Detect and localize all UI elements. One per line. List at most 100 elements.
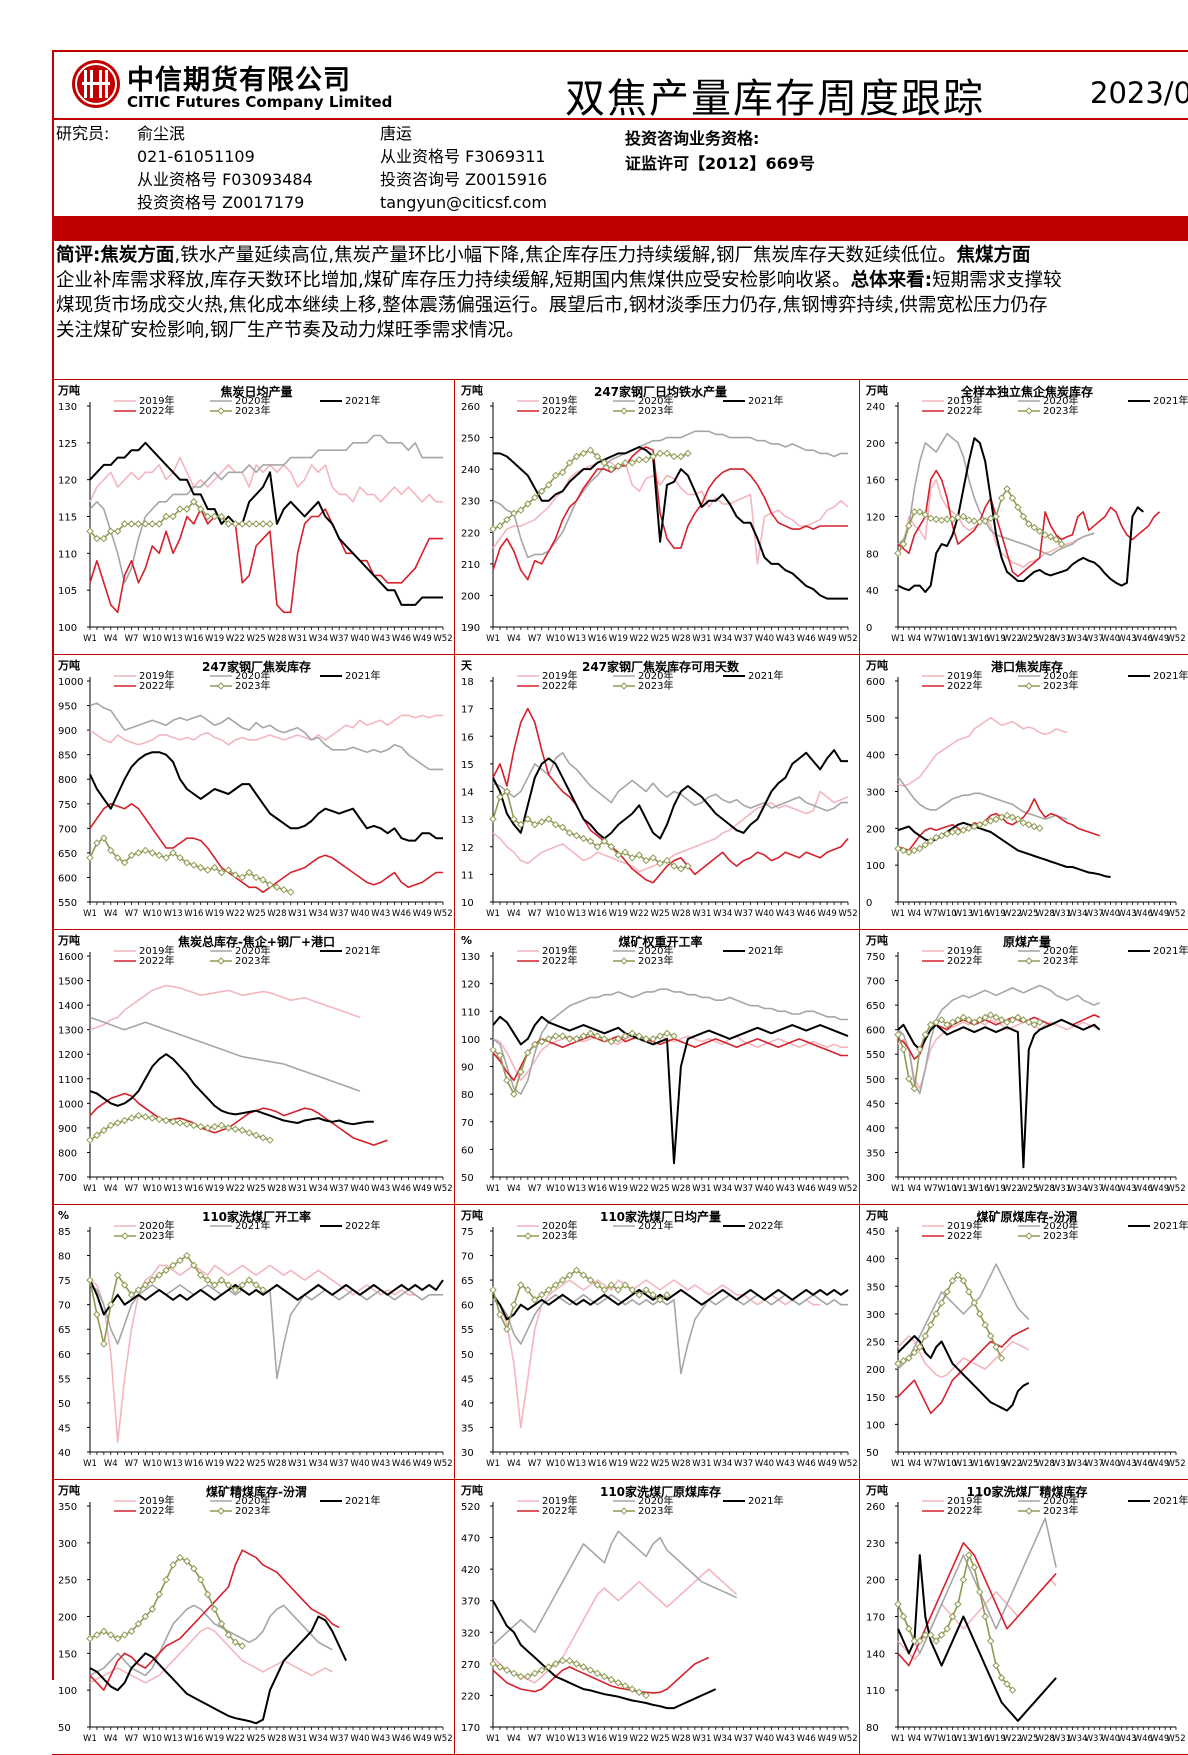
data-point bbox=[197, 505, 205, 513]
x-tick-label: W13 bbox=[163, 1184, 182, 1194]
data-point bbox=[954, 1600, 962, 1608]
data-point bbox=[107, 846, 115, 855]
data-point bbox=[628, 1286, 636, 1294]
x-tick-label: W43 bbox=[371, 909, 390, 919]
y-tick-label: 250 bbox=[461, 434, 480, 445]
data-point bbox=[1052, 535, 1060, 544]
data-point bbox=[965, 1551, 973, 1559]
researcher-2-email[interactable]: tangyun@citicsf.com bbox=[380, 193, 547, 212]
x-tick-label: W10 bbox=[143, 1459, 162, 1469]
x-tick-label: W25 bbox=[247, 909, 266, 919]
chart-svg: 万吨 110家洗煤厂精煤库存 80 110 140 170 200 230 260 W1 W4 W7 W… bbox=[865, 1483, 1188, 1744]
data-point bbox=[538, 1037, 546, 1046]
y-tick-label: 45 bbox=[58, 1423, 71, 1434]
y-tick-label: 450 bbox=[866, 1099, 885, 1110]
x-tick-label: W25 bbox=[1019, 1459, 1038, 1469]
x-tick-label: W31 bbox=[692, 1459, 711, 1469]
data-point bbox=[981, 517, 989, 525]
x-tick-label: W10 bbox=[546, 1459, 565, 1469]
y-tick-label: 220 bbox=[461, 1691, 480, 1702]
data-point bbox=[100, 1627, 108, 1635]
legend-label: 2021年 bbox=[748, 394, 783, 407]
y-tick-label: 75 bbox=[58, 1276, 71, 1287]
data-point bbox=[642, 1691, 650, 1700]
x-tick-label: W52 bbox=[433, 1184, 452, 1194]
x-tick-label: W34 bbox=[1068, 1184, 1087, 1194]
y-tick-label: 80 bbox=[866, 549, 879, 560]
data-point bbox=[593, 843, 602, 851]
y-tick-label: 600 bbox=[866, 1026, 885, 1037]
x-tick-label: W31 bbox=[1052, 1184, 1071, 1194]
researcher-2-license: 从业资格号 F3069311 bbox=[380, 147, 546, 166]
x-tick-label: W22 bbox=[1003, 1184, 1022, 1194]
data-point bbox=[238, 873, 246, 882]
x-tick-label: W13 bbox=[163, 1734, 182, 1744]
data-point bbox=[155, 1271, 163, 1279]
data-point bbox=[986, 1011, 995, 1019]
chart-title: 247家钢厂日均铁水产量 bbox=[594, 384, 727, 399]
x-tick-label: W28 bbox=[671, 1734, 690, 1744]
data-point bbox=[905, 848, 913, 856]
chart-title: 原煤产量 bbox=[1003, 934, 1051, 949]
legend-label: 2022年 bbox=[947, 1504, 982, 1517]
data-point bbox=[538, 1666, 546, 1674]
y-tick-label: 1500 bbox=[58, 977, 83, 988]
data-point bbox=[134, 1620, 143, 1628]
data-point bbox=[496, 793, 504, 801]
x-tick-label: W40 bbox=[1101, 1184, 1120, 1194]
x-tick-label: W34 bbox=[713, 634, 732, 644]
data-point bbox=[510, 815, 518, 823]
x-tick-label: W37 bbox=[330, 1184, 349, 1194]
x-tick-label: W7 bbox=[125, 909, 139, 919]
x-tick-label: W7 bbox=[528, 1184, 542, 1194]
x-tick-label: W49 bbox=[1150, 1184, 1169, 1194]
series-line bbox=[897, 469, 1161, 578]
data-point bbox=[905, 522, 913, 530]
data-point bbox=[965, 516, 973, 524]
x-tick-label: W25 bbox=[1019, 909, 1038, 919]
y-tick-label: 250 bbox=[866, 1338, 885, 1349]
x-tick-label: W31 bbox=[692, 1734, 711, 1744]
data-point bbox=[203, 1276, 212, 1284]
x-tick-label: W46 bbox=[797, 634, 816, 644]
legend-marker bbox=[1025, 1507, 1033, 1515]
y-tick-label: 470 bbox=[461, 1534, 480, 1545]
x-tick-label: W37 bbox=[734, 1734, 753, 1744]
header-rule bbox=[52, 118, 1188, 120]
data-point bbox=[635, 1032, 643, 1040]
legend-label: 2019年 bbox=[947, 944, 982, 957]
data-point bbox=[217, 1276, 226, 1284]
series-line bbox=[897, 1541, 1057, 1667]
data-point bbox=[572, 1266, 581, 1274]
data-point bbox=[524, 1286, 532, 1294]
red-band bbox=[52, 216, 1188, 241]
data-point bbox=[607, 465, 616, 473]
data-point bbox=[224, 866, 233, 874]
y-tick-label: 550 bbox=[866, 1050, 885, 1061]
data-point bbox=[134, 1111, 143, 1120]
data-point bbox=[656, 859, 664, 868]
x-tick-label: W7 bbox=[924, 1734, 938, 1744]
y-tick-label: 700 bbox=[866, 977, 885, 988]
x-tick-label: W16 bbox=[184, 1459, 203, 1469]
x-tick-label: W40 bbox=[1101, 634, 1120, 644]
data-point bbox=[210, 1122, 219, 1131]
data-point bbox=[894, 1600, 902, 1608]
x-tick-label: W22 bbox=[1003, 634, 1022, 644]
data-point bbox=[586, 446, 595, 454]
x-tick-label: W25 bbox=[247, 634, 266, 644]
data-point bbox=[684, 862, 692, 870]
legend-label: 2020年 bbox=[1043, 944, 1078, 957]
x-tick-label: W46 bbox=[1134, 909, 1153, 919]
data-point bbox=[183, 1557, 191, 1565]
data-point bbox=[496, 1051, 504, 1060]
data-point bbox=[932, 833, 940, 842]
y-tick-label: 350 bbox=[866, 1148, 885, 1159]
x-tick-label: W10 bbox=[143, 1184, 162, 1194]
data-point bbox=[656, 1296, 664, 1304]
x-tick-label: W43 bbox=[776, 1734, 795, 1744]
chart-panel: 万吨 110家洗煤厂精煤库存 80 110 140 170 200 230 260 W1 W4 W7 W… bbox=[860, 1480, 1188, 1755]
x-tick-label: W40 bbox=[350, 1734, 369, 1744]
x-tick-label: W49 bbox=[818, 1459, 837, 1469]
